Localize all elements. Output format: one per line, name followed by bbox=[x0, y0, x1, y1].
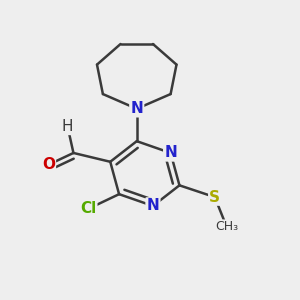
Text: O: O bbox=[42, 157, 55, 172]
Text: H: H bbox=[62, 119, 73, 134]
Text: N: N bbox=[147, 198, 159, 213]
Text: N: N bbox=[130, 101, 143, 116]
Text: CH₃: CH₃ bbox=[215, 220, 238, 233]
Text: S: S bbox=[209, 190, 220, 205]
Text: N: N bbox=[164, 146, 177, 160]
Text: Cl: Cl bbox=[80, 201, 96, 216]
